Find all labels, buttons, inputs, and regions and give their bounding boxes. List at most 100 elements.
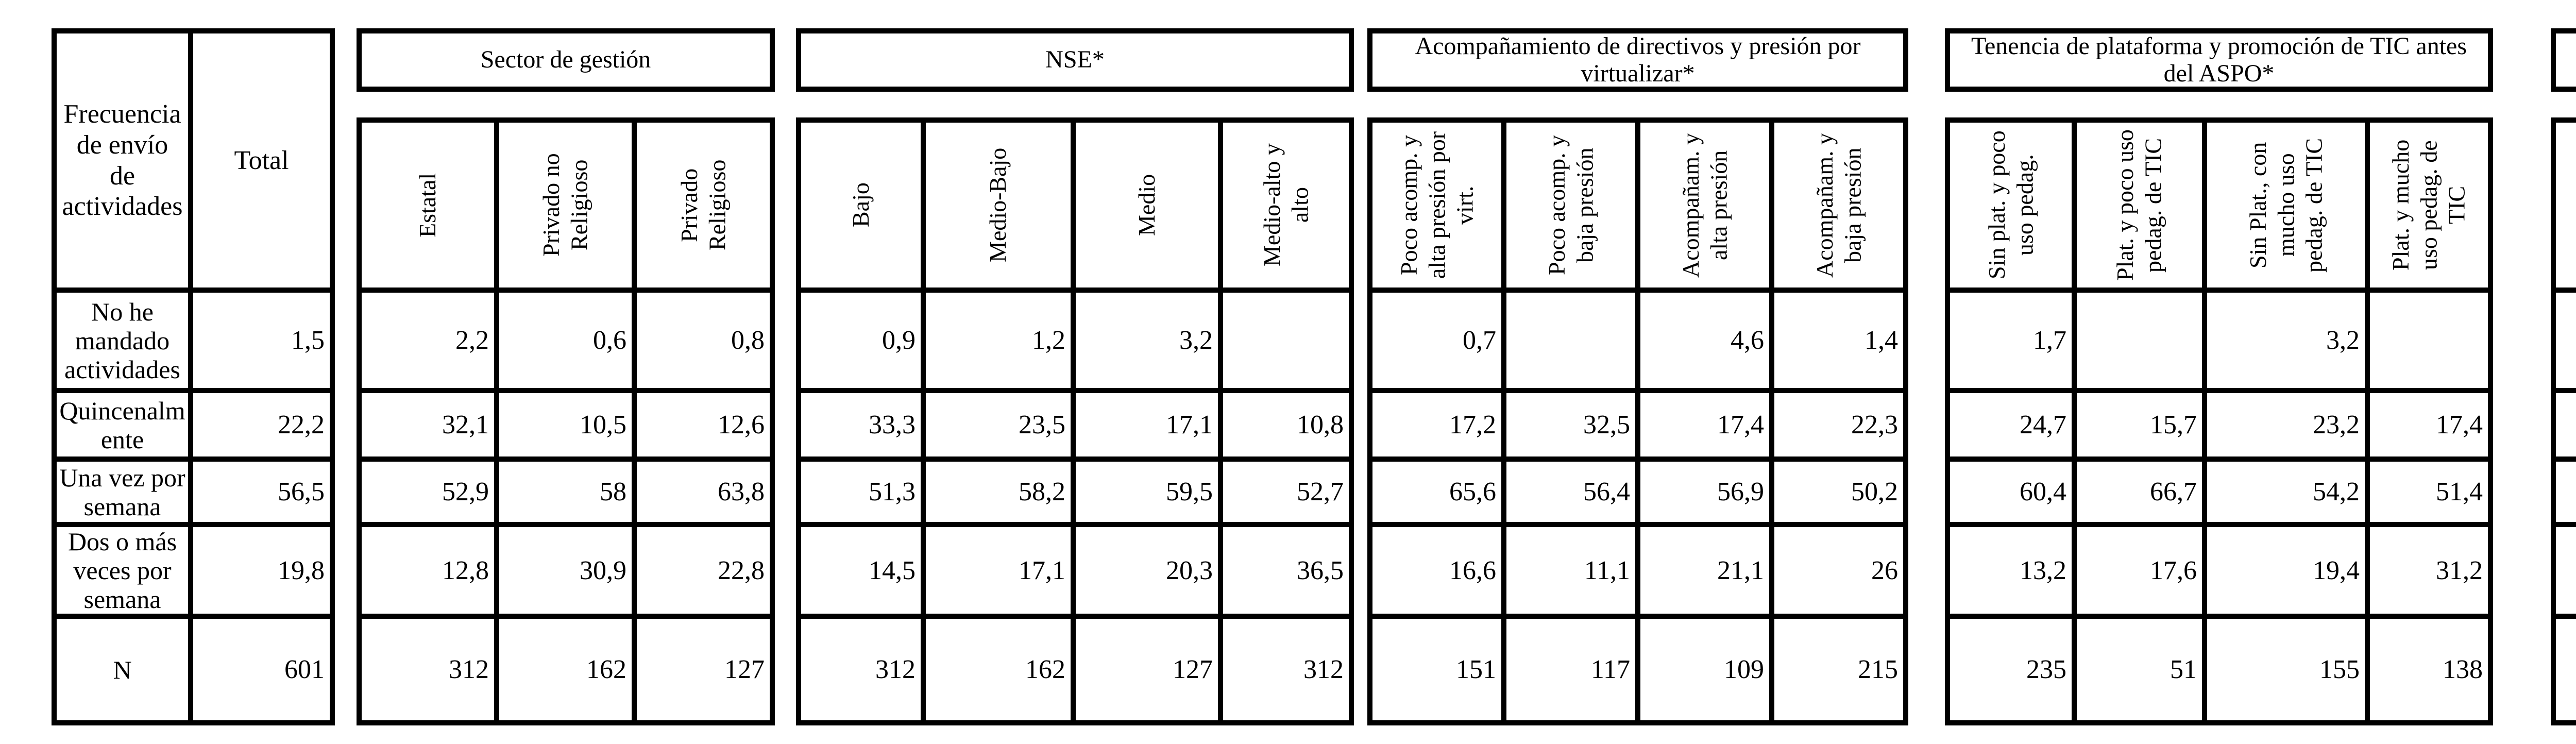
value-cell: 17,1	[1076, 393, 1218, 456]
value-cell: 16,6	[1372, 527, 1501, 614]
row-label: Dos o más veces por semana	[57, 527, 188, 614]
column-header: Medio	[1076, 123, 1218, 288]
value-cell: 1,2	[926, 293, 1071, 388]
value-cell: 19,4	[2207, 527, 2365, 614]
value-cell: 65,6	[1372, 462, 1501, 522]
value-cell: 26	[1774, 527, 1903, 614]
value-cell: 1,5	[193, 293, 330, 388]
value-cell: 109	[1640, 619, 1769, 720]
value-cell: 312	[1223, 619, 1349, 720]
column-header: Plat. y poco uso pedag. de TIC	[2077, 123, 2202, 288]
value-cell: 83	[2556, 619, 2576, 720]
column-header: Privado Religioso	[637, 123, 770, 288]
group-title-tenencia: Tenencia de plataforma y promoción de TI…	[1945, 28, 2493, 92]
value-cell: 12,6	[637, 393, 770, 456]
column-header: Medio-alto y alto	[1223, 123, 1349, 288]
value-cell: 3,2	[2207, 293, 2365, 388]
value-cell: 138	[2370, 619, 2488, 720]
value-cell: 0,8	[637, 293, 770, 388]
value-cell	[2077, 293, 2202, 388]
value-cell: 4,6	[1640, 293, 1769, 388]
value-cell: 162	[499, 619, 632, 720]
value-cell: 15,7	[2077, 393, 2202, 456]
value-cell: 0,6	[499, 293, 632, 388]
value-cell: 10,5	[499, 393, 632, 456]
value-cell: 31,2	[2370, 527, 2488, 614]
column-header: Sin plat. y poco uso pedag.	[1950, 123, 2072, 288]
value-cell: 50,2	[1774, 462, 1903, 522]
value-cell: 33,3	[801, 393, 921, 456]
value-cell: 52,7	[1223, 462, 1349, 522]
value-cell: 54,2	[2207, 462, 2365, 522]
group-title-nse: NSE*	[796, 28, 1354, 92]
row-label: N	[57, 619, 188, 720]
value-cell: 17,2	[1372, 393, 1501, 456]
value-cell: 312	[801, 619, 921, 720]
column-header: Medio-Bajo	[926, 123, 1071, 288]
value-cell: 22,2	[193, 393, 330, 456]
value-cell: 3,2	[1076, 293, 1218, 388]
row-dimension-header: Frecuencia de envío de actividades	[57, 33, 188, 288]
value-cell: 61,4	[2556, 462, 2576, 522]
value-cell: 51,3	[801, 462, 921, 522]
value-cell: 11,1	[1506, 527, 1635, 614]
value-cell: 56,4	[1506, 462, 1635, 522]
column-header: Bajo	[801, 123, 921, 288]
value-cell: 235	[1950, 619, 2072, 720]
value-cell: 215	[1774, 619, 1903, 720]
value-cell: 51,4	[2370, 462, 2488, 522]
value-cell: 19,8	[193, 527, 330, 614]
value-cell: 59,5	[1076, 462, 1218, 522]
column-header: Sin Plat., con mucho uso pedag. de TIC	[2207, 123, 2365, 288]
value-cell: 0,7	[1372, 293, 1501, 388]
value-cell: 63,8	[637, 462, 770, 522]
value-cell: 20,3	[1076, 527, 1218, 614]
value-cell: 32,1	[362, 393, 494, 456]
row-label: Una vez por semana	[57, 462, 188, 522]
group-block-acompanamiento: Poco acomp. y alta presión por virt. Poc…	[1367, 117, 1908, 725]
value-cell	[1506, 293, 1635, 388]
value-cell: 58	[499, 462, 632, 522]
value-cell: 117	[1506, 619, 1635, 720]
value-cell: 23,5	[926, 393, 1071, 456]
value-cell	[2370, 293, 2488, 388]
value-cell: 51	[2077, 619, 2202, 720]
value-cell: 1,2	[2556, 293, 2576, 388]
column-header: Poco acomp. y alta presión por virt.	[1372, 123, 1501, 288]
value-cell: 58,2	[926, 462, 1071, 522]
value-cell: 151	[1372, 619, 1501, 720]
value-cell: 27,7	[2556, 393, 2576, 456]
value-cell: 66,7	[2077, 462, 2202, 522]
value-cell	[1223, 293, 1349, 388]
group-block-prestigio: No tiene demasiado prestigio Buena, aunq…	[2551, 117, 2576, 725]
value-cell: 56,9	[1640, 462, 1769, 522]
value-cell: 52,9	[362, 462, 494, 522]
value-cell: 60,4	[1950, 462, 2072, 522]
group-block-tenencia: Sin plat. y poco uso pedag. Plat. y poco…	[1945, 117, 2493, 725]
column-header: Acompañam. y baja presión	[1774, 123, 1903, 288]
value-cell: 1,4	[1774, 293, 1903, 388]
value-cell: 22,8	[637, 527, 770, 614]
value-cell: 1,7	[1950, 293, 2072, 388]
value-cell: 601	[193, 619, 330, 720]
value-cell: 127	[1076, 619, 1218, 720]
value-cell: 56,5	[193, 462, 330, 522]
value-cell: 17,1	[926, 527, 1071, 614]
column-header: Acompañam. y alta presión	[1640, 123, 1769, 288]
column-header: No tiene demasiado prestigio	[2556, 123, 2576, 288]
row-label: Quincenalmente	[57, 393, 188, 456]
value-cell: 17,6	[2077, 527, 2202, 614]
value-cell: 36,5	[1223, 527, 1349, 614]
value-cell: 14,5	[801, 527, 921, 614]
value-cell: 10,8	[1223, 393, 1349, 456]
value-cell: 23,2	[2207, 393, 2365, 456]
value-cell: 127	[637, 619, 770, 720]
value-cell: 2,2	[362, 293, 494, 388]
value-cell: 9,6	[2556, 527, 2576, 614]
group-title-acompanamiento: Acompañamiento de directivos y presión p…	[1367, 28, 1908, 92]
value-cell: 17,4	[2370, 393, 2488, 456]
row-label: No he mandado actividades	[57, 293, 188, 388]
value-cell: 24,7	[1950, 393, 2072, 456]
column-header: Poco acomp. y baja presión	[1506, 123, 1635, 288]
